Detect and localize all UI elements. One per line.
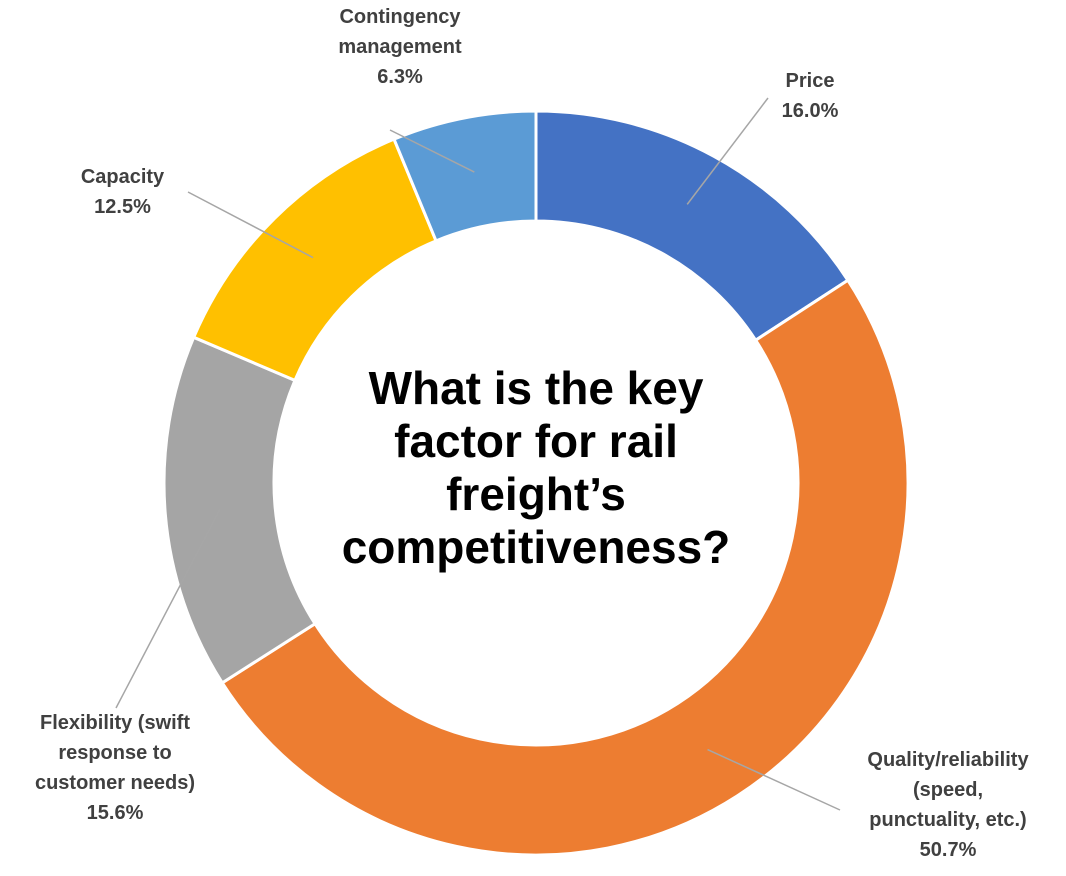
slice-0 <box>534 109 850 343</box>
leader-line-4 <box>389 129 475 173</box>
data-label-2: Flexibility (swift response to customer … <box>0 708 230 828</box>
slice-value-3: 12.5% <box>94 196 151 218</box>
slice-value-1: 50.7% <box>919 839 977 861</box>
leader-line-2 <box>115 508 221 709</box>
slice-label-4: Contingency management <box>338 6 462 58</box>
slice-label-2: Flexibility (swift response to customer … <box>34 712 196 794</box>
slice-value-4: 6.3% <box>377 66 423 88</box>
leader-line-0 <box>686 97 769 205</box>
slice-value-2: 15.6% <box>86 802 144 824</box>
slice-2 <box>162 335 318 685</box>
leader-line-3 <box>187 191 314 259</box>
slice-1 <box>220 278 910 857</box>
data-label-1: Quality/reliability (speed, punctuality,… <box>830 745 1066 865</box>
slice-3 <box>191 137 438 383</box>
slice-4 <box>392 109 538 243</box>
slice-label-1: Quality/reliability (speed, punctuality,… <box>867 749 1029 831</box>
slice-label-3: Capacity <box>80 166 165 188</box>
data-label-0: Price 16.0% <box>735 66 885 126</box>
chart-title: What is the key factor for rail freight’… <box>341 362 731 573</box>
data-label-4: Contingency management 6.3% <box>300 2 500 92</box>
leader-line-1 <box>707 748 841 811</box>
slice-label-0: Price <box>785 70 835 92</box>
data-label-3: Capacity 12.5% <box>55 162 190 222</box>
slice-value-0: 16.0% <box>781 100 839 122</box>
